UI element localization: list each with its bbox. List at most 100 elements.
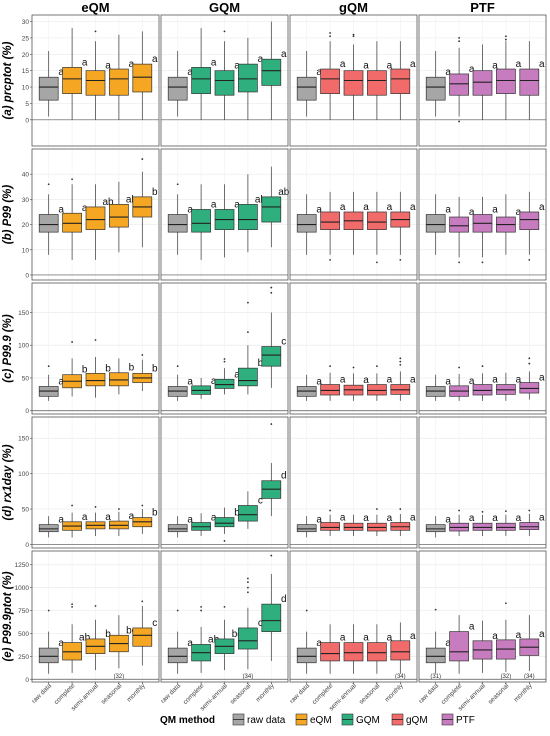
significance-letter: a [387,633,393,644]
y-tick-label: 5 [25,101,29,108]
significance-letter: c [258,496,263,507]
panel-r3-eqm: a b b b b [31,282,160,415]
box [390,640,411,661]
y-axis-label: (b) P99 (%) [2,185,14,245]
outlier-point [247,577,249,580]
significance-letter: a [410,631,416,642]
x-tick-label: monthly [255,682,277,704]
y-axis-label: (d) rx1day (%) [2,444,14,520]
significance-letter: a [363,375,369,386]
significance-letter: a [410,513,416,524]
legend-swatch [295,713,308,726]
box [85,70,106,96]
box [296,214,317,233]
significance-letter: a [316,205,322,216]
significance-letter: a [340,59,346,70]
box [496,522,516,531]
significance-letter: a [211,199,217,210]
panel-border [289,148,418,281]
significance-letter: a [469,376,475,387]
box [519,522,540,530]
y-tick-label: 150 [18,436,29,443]
y-tick-label: 25 [22,35,30,42]
significance-letter: c [152,618,157,629]
significance-letter: a [445,67,451,78]
legend-title: QM method [160,715,215,726]
significance-letter: a [58,376,64,387]
outlier-point [141,158,144,160]
outlier-point [528,509,531,512]
x-tick-label: seasonal [358,682,382,706]
significance-letter: a [316,515,322,526]
x-tick-label: complete [182,682,206,706]
x-tick-label: complete [53,682,77,706]
outlier-point [481,365,484,368]
significance-letter: a [316,376,322,387]
outlier-point [458,366,460,369]
y-tick-label: 10 [22,85,30,92]
significance-letter: a [82,203,88,214]
outlier-point [71,603,73,606]
significance-letter: b [105,629,111,640]
outlier-point [270,423,273,425]
significance-letter: b [258,358,264,369]
significance-letter: c [258,618,263,629]
panel-r1-gqm: a a a a a [160,14,289,147]
y-tick-label: 1000 [15,585,30,592]
sample-size-note: (34) [243,674,254,680]
y-tick-label: 250 [18,654,29,661]
legend-item-label: eQM [310,715,332,726]
y-tick-label: 0 [25,117,29,124]
outlier-point [176,609,179,612]
y-tick-label: 0 [25,542,29,549]
box [425,76,446,101]
x-tick-label: complete [440,682,464,706]
box [519,211,540,230]
outlier-point [247,581,249,584]
outlier-point [399,357,402,360]
significance-letter: a [387,202,393,213]
significance-letter: a [516,630,522,641]
sample-size-note: (34) [395,674,406,680]
box [214,378,235,389]
outlier-point [71,341,73,343]
outlier-point [223,605,226,608]
outlier-point [376,261,378,264]
outlier-point [94,339,97,341]
box [62,67,82,94]
significance-letter: b [152,363,158,374]
outlier-point [71,504,73,507]
significance-letter: a [492,205,498,216]
box [191,67,211,94]
significance-letter: a [187,205,193,216]
significance-letter: a [445,515,451,526]
y-tick-label: 1250 [15,562,30,569]
significance-letter: d [281,594,287,605]
outlier-point [352,366,355,369]
x-tick-label: raw data [418,682,441,705]
significance-letter: a [492,61,498,72]
legend-swatch [341,713,354,726]
significance-letter: a [492,375,498,386]
panel-r5-gqm: a ab bc c (34) d [160,550,289,683]
box [132,63,153,93]
box [38,524,59,533]
panel-r3-gqm: a a a b c [160,282,289,415]
y-tick-label: 500 [18,631,29,638]
outlier-point [270,554,273,557]
panel-border [31,416,160,549]
outlier-point [352,33,355,36]
significance-letter: b [152,508,158,519]
x-tick-label: seasonal [229,682,253,706]
legend-swatch [391,713,404,726]
box [519,68,540,96]
significance-letter: a [105,61,111,72]
significance-letter: a [387,61,393,72]
significance-letter: a [187,515,193,526]
box [343,70,364,96]
panel-border [418,416,547,549]
significance-letter: a [340,375,346,386]
significance-letter: a [363,633,369,644]
